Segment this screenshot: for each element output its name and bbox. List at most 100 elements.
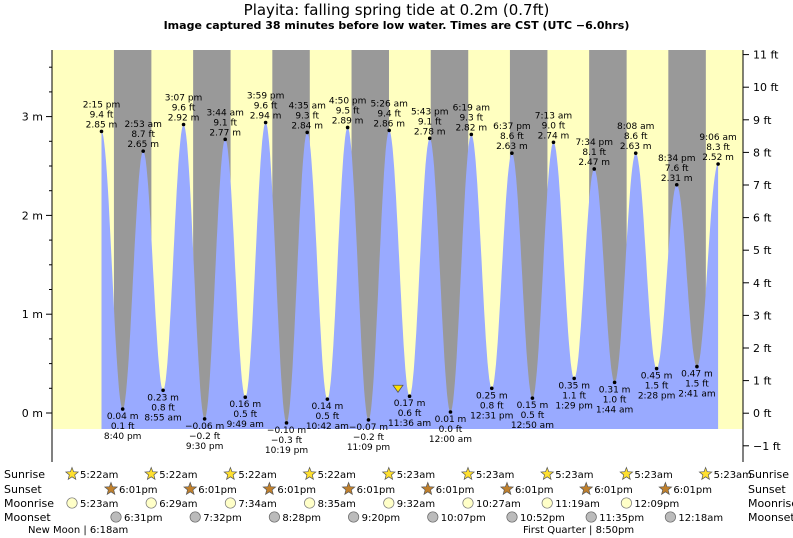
high-tide-feet-label: 9.1 ft (213, 118, 237, 128)
sunrise-time: 5:22am (80, 470, 118, 481)
sunrise-row-label-left: Sunrise (4, 468, 45, 481)
high-tide-metres-label: 2.52 m (702, 153, 734, 163)
high-tide-feet-label: 9.3 ft (459, 113, 483, 123)
low-tide-point (530, 396, 535, 400)
high-tide-feet-label: 9.4 ft (90, 110, 114, 120)
low-tide-point (243, 395, 248, 399)
left-axis-tick-label: 0 m (22, 407, 43, 420)
right-axis-tick-label: 4 ft (753, 277, 772, 290)
sunset-icon (103, 481, 119, 496)
sunset-icon (579, 481, 594, 496)
low-tide-metres-label: −0.06 m (185, 422, 224, 432)
low-tide-time-label: 8:40 pm (104, 432, 142, 442)
low-tide-feet-label: 0.5 ft (316, 412, 340, 422)
moonset-icon (268, 511, 280, 523)
moonrise-icon (66, 497, 78, 509)
moonrise-icon (462, 497, 474, 509)
moonrise-row-label-right: Moonrise (748, 497, 793, 510)
low-tide-point (202, 417, 207, 421)
low-tide-time-label: 1:44 am (596, 405, 633, 415)
low-tide-time-label: 1:29 pm (555, 401, 593, 411)
high-tide-feet-label: 7.6 ft (665, 164, 689, 174)
sunrise-row-label-right: Sunrise (748, 468, 789, 481)
high-tide-point (633, 151, 638, 155)
high-tide-time-label: 3:59 pm (247, 92, 285, 102)
low-tide-feet-label: 1.5 ft (645, 382, 669, 392)
sunrise-time: 5:23am (397, 470, 435, 481)
axes: 0 m 1 m 2 m 3 m −1 ft 0 ft 1 ft 2 ft 3 ft 4 ft 5 f… (22, 49, 781, 462)
low-tide-metres-label: 0.23 m (147, 393, 179, 403)
high-tide-point (387, 128, 392, 133)
low-tide-feet-label: 0.8 ft (151, 403, 175, 413)
sunset-time: 6:01pm (594, 485, 633, 496)
sunrise-time: 5:22am (238, 470, 276, 481)
low-tide-time-label: 11:09 pm (347, 443, 390, 453)
moonset-icon (585, 511, 597, 523)
high-tide-metres-label: 2.47 m (578, 158, 610, 168)
moonset-time: 8:28pm (282, 513, 321, 524)
moonrise-time: 10:27am (476, 499, 521, 510)
sunset-icon (183, 481, 198, 496)
low-tide-time-label: 12:50 am (511, 421, 554, 431)
low-tide-point (654, 366, 659, 371)
low-tide-feet-label: 1.1 ft (562, 391, 586, 401)
right-axis-tick-label: −1 ft (753, 440, 781, 453)
moonrise-icon (145, 497, 157, 509)
tide-area-layer (101, 122, 719, 429)
low-tide-metres-label: 0.47 m (681, 370, 713, 380)
high-tide-time-label: 5:43 pm (411, 107, 449, 117)
high-tide-metres-label: 2.78 m (414, 127, 446, 137)
moonrise-row-label-left: Moonrise (4, 497, 54, 510)
right-axis-tick-label: 11 ft (753, 49, 779, 62)
low-tide-feet-label: −0.3 ft (271, 436, 303, 446)
high-tide-point (551, 140, 556, 145)
low-tide-point (407, 394, 412, 399)
moonrise-time: 11:19am (555, 499, 600, 510)
low-tide-point (448, 410, 453, 414)
sunset-time: 6:01pm (515, 485, 554, 496)
low-tide-metres-label: 0.01 m (435, 415, 467, 425)
high-tide-feet-label: 8.1 ft (582, 148, 606, 158)
high-tide-time-label: 2:15 pm (83, 100, 121, 110)
low-tide-time-label: 2:41 am (678, 390, 715, 400)
sunrise-icon (64, 466, 80, 481)
low-tide-point (489, 386, 494, 391)
low-tide-point (612, 380, 617, 385)
high-tide-metres-label: 2.82 m (455, 123, 487, 133)
low-tide-point (325, 397, 330, 401)
moonset-time: 10:07pm (441, 513, 486, 524)
low-tide-feet-label: 0.6 ft (398, 409, 422, 419)
right-axis-tick-label: 0 ft (753, 407, 772, 420)
sunrise-time: 5:22am (318, 470, 356, 481)
low-tide-feet-label: 0.5 ft (233, 410, 257, 420)
moonset-row-label-right: Moonset (748, 511, 793, 524)
right-axis-tick-label: 10 ft (753, 81, 779, 94)
high-tide-metres-label: 2.31 m (661, 174, 693, 184)
high-tide-feet-label: 9.5 ft (336, 106, 360, 116)
low-tide-metres-label: 0.31 m (599, 385, 631, 395)
right-axis-tick-label: 1 ft (753, 375, 772, 388)
low-tide-time-label: 10:42 am (306, 422, 349, 432)
moon-phase-first-quarter: First Quarter | 8:50pm (523, 525, 634, 536)
high-tide-time-label: 4:50 pm (329, 96, 367, 106)
high-tide-point (263, 120, 268, 125)
moonset-time: 6:31pm (124, 513, 163, 524)
moonset-row-label-left: Moonset (4, 511, 51, 524)
sunset-icon (658, 481, 673, 496)
high-tide-point (181, 122, 186, 127)
low-tide-feet-label: −0.2 ft (353, 433, 385, 443)
high-tide-time-label: 8:08 am (617, 122, 654, 132)
high-tide-point (427, 136, 432, 141)
moonrise-time: 8:35am (318, 499, 356, 510)
moon-phase-new: New Moon | 6:18am (28, 525, 128, 536)
high-tide-feet-label: 9.6 ft (254, 102, 278, 112)
high-tide-point (99, 129, 104, 134)
high-tide-metres-label: 2.86 m (373, 119, 405, 129)
high-tide-metres-label: 2.77 m (209, 128, 241, 138)
high-tide-metres-label: 2.92 m (168, 114, 200, 124)
sunrise-time: 5:23am (634, 470, 672, 481)
sunrise-icon (381, 466, 396, 481)
low-tide-metres-label: 0.35 m (558, 381, 590, 391)
sunrise-icon (460, 466, 476, 481)
low-tide-metres-label: −0.07 m (349, 423, 388, 433)
